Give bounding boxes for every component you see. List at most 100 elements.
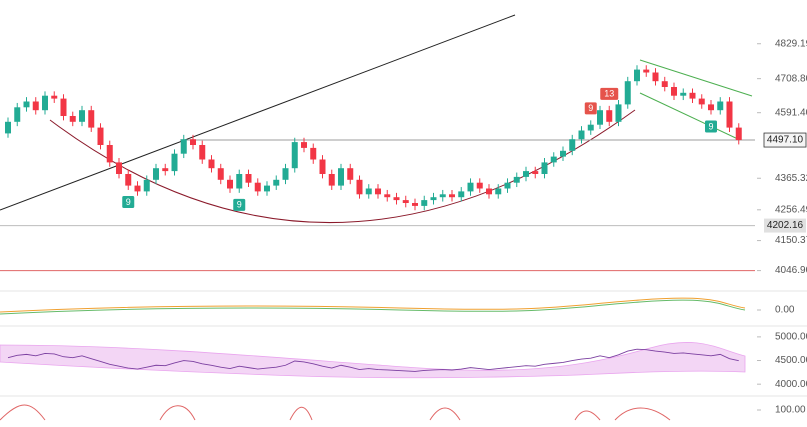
candle-body: [476, 182, 483, 189]
candle-body: [79, 110, 85, 122]
candle-body: [153, 168, 159, 180]
candle-body: [180, 139, 187, 154]
candle-body: [319, 159, 326, 174]
candle-body: [208, 159, 215, 169]
candle-body: [412, 203, 418, 206]
price-label: 4497.10: [767, 135, 804, 146]
y-tick-label: 4708.80: [775, 73, 807, 84]
candle-body: [217, 168, 224, 180]
y-tick-label: 4256.49: [775, 204, 807, 215]
candle-body: [634, 69, 640, 82]
candle-body: [735, 127, 742, 141]
candle-body: [236, 174, 243, 189]
candle-body: [116, 162, 122, 174]
candle-body: [162, 168, 169, 172]
signal-label: 9: [708, 121, 713, 131]
band-area: [0, 342, 746, 379]
price-label-box: [764, 218, 806, 233]
candle-body: [365, 188, 372, 195]
y-tick-label: 4829.19: [775, 38, 807, 49]
candle-body: [384, 194, 391, 198]
candle-body: [680, 92, 687, 96]
candle-body: [245, 174, 252, 183]
y-tick-label: 4046.90: [775, 265, 807, 276]
candle-body: [689, 92, 696, 99]
price-label-box: [763, 132, 807, 148]
y-tick-label: 4365.32: [775, 173, 807, 184]
y-tick-label: 4000.00: [775, 379, 807, 390]
candle-body: [661, 81, 668, 87]
channel-line: [639, 59, 753, 97]
candle-body: [14, 107, 21, 122]
signal-badge: [600, 87, 619, 100]
candle-body: [5, 121, 11, 134]
candle-body: [458, 191, 465, 198]
candle-body: [338, 168, 344, 186]
candle-body: [560, 150, 566, 157]
candle-body: [347, 168, 354, 180]
candle-body: [190, 139, 196, 145]
y-tick-label: 5000.00: [775, 332, 807, 343]
candle-body: [51, 95, 58, 99]
indicator-price-line: [7, 348, 739, 372]
candle-body: [643, 69, 650, 73]
candle-body: [421, 200, 428, 206]
candle-body: [587, 124, 594, 131]
price-label: 4202.16: [767, 220, 804, 231]
candle-body: [60, 98, 67, 116]
signal-badge: [122, 195, 135, 208]
candle-body: [375, 188, 381, 195]
candle-body: [356, 179, 363, 195]
candle-body: [671, 87, 677, 96]
y-tick-label: 4500.00: [775, 355, 807, 366]
y-tick-label: 4591.40: [775, 107, 807, 118]
candle-body: [550, 156, 557, 163]
candle-body: [69, 116, 76, 122]
candle-body: [282, 168, 289, 180]
candle-body: [291, 142, 298, 169]
candle-body: [273, 179, 280, 186]
signal-badge: [705, 120, 717, 133]
candle-body: [106, 145, 113, 163]
candle-body: [227, 179, 233, 189]
candle-body: [578, 130, 585, 140]
candle-body: [171, 153, 178, 172]
candle-body: [513, 176, 520, 183]
cup-arc: [49, 109, 636, 224]
signal-badge: [584, 102, 597, 115]
candle-body: [254, 182, 261, 192]
macd-signal: [0, 297, 746, 313]
candle-body: [430, 197, 437, 201]
trend-line: [0, 14, 516, 211]
candle-body: [143, 179, 150, 192]
signal-label: 9: [588, 103, 593, 113]
candle-body: [23, 101, 30, 108]
candle-body: [717, 101, 724, 111]
candle-body: [569, 139, 576, 151]
signal-label: 9: [237, 200, 242, 210]
candle-body: [402, 200, 409, 203]
candle-body: [264, 185, 270, 192]
candle-body: [467, 182, 474, 192]
candle-body: [652, 72, 659, 82]
candle-body: [393, 197, 400, 201]
macd-line: [0, 299, 746, 315]
candle-body: [597, 110, 603, 125]
candle-body: [301, 142, 307, 148]
candle-body: [708, 104, 714, 111]
signal-badge: [233, 198, 246, 211]
y-tick-label: 4150.37: [775, 235, 807, 246]
candle-body: [726, 101, 733, 128]
candle-body: [125, 174, 132, 186]
channel-line: [639, 92, 741, 141]
candle-body: [486, 188, 492, 195]
candle-body: [606, 110, 613, 122]
candle-body: [310, 147, 317, 160]
candle-body: [449, 194, 455, 198]
candle-body: [504, 182, 511, 189]
candle-body: [532, 171, 539, 174]
candle-body: [495, 188, 502, 195]
candle-body: [199, 145, 206, 160]
y-tick-label: 100.00: [775, 405, 806, 416]
candle-body: [698, 98, 705, 105]
